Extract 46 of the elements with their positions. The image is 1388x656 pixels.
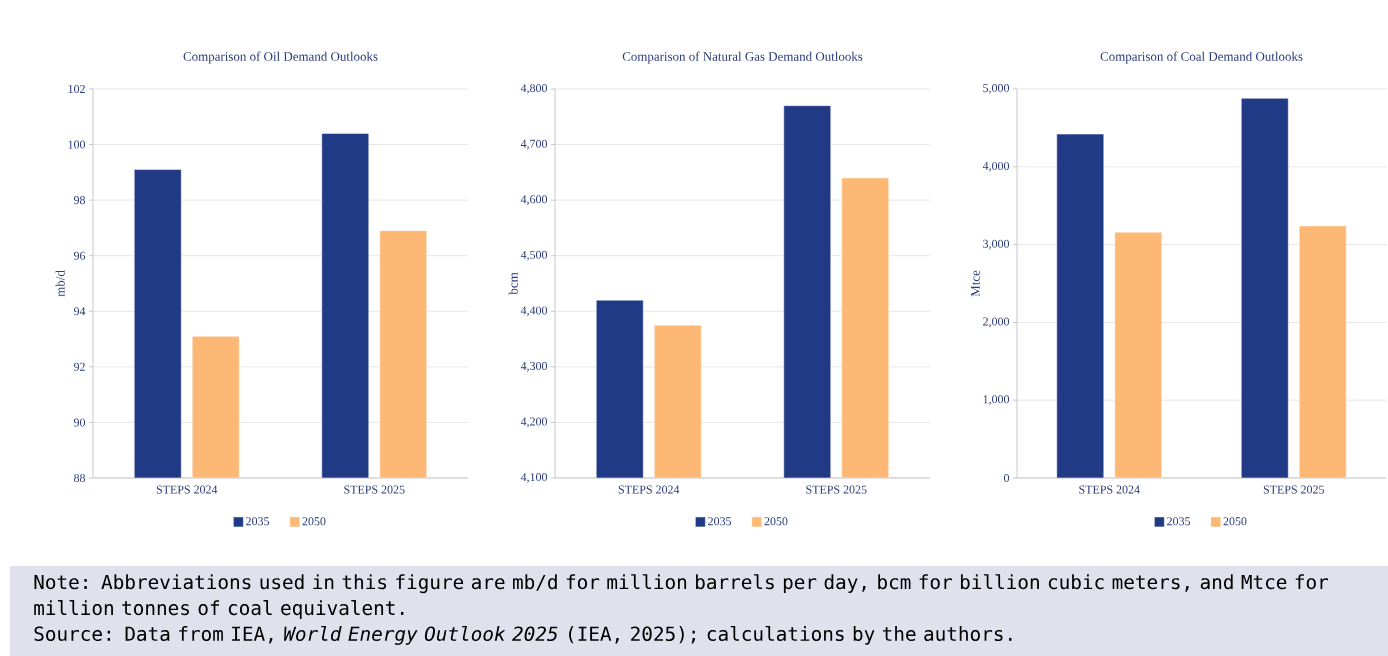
y-tick-label: 5,000	[983, 84, 1010, 94]
chart-title: Comparison of Oil Demand Outlooks	[183, 51, 378, 64]
y-tick-label: 2,000	[983, 317, 1010, 328]
y-tick-label: 4,200	[520, 417, 548, 428]
legend-label: 2050	[764, 517, 788, 526]
text: Note: Abbreviations used in this figure are mb/d for million barrels per day, bcm for billion cubic meters, and Mtce for million tonnes of coal equivalent.	[34, 574, 1329, 619]
y-tick-label: 94	[73, 307, 86, 316]
x-tick-label: STEPS 2024	[156, 485, 218, 494]
bar	[1056, 133, 1105, 478]
bar	[1299, 225, 1347, 478]
x-tick-label: STEPS 2025	[806, 485, 867, 494]
y-axis-title: Mtce	[971, 270, 980, 297]
source-note: Source: Data from IEA, World Energy Outlook 2025 (IEA, 2025); calculations by the authors.	[34, 626, 1012, 645]
y-axis-title: mb/d	[55, 270, 65, 297]
y-tick-label: 1,000	[983, 395, 1010, 406]
y-tick-label: 4,000	[982, 161, 1010, 172]
y-tick-label: 4,100	[520, 473, 548, 483]
bar	[1114, 231, 1163, 478]
chart-title: Comparison of Natural Gas Demand Outlooks	[622, 51, 863, 64]
y-tick-label: 4,700	[520, 139, 548, 150]
x-tick-label: STEPS 2024	[618, 485, 680, 494]
y-tick-label: 96	[73, 251, 86, 260]
legend-label: 2050	[302, 517, 326, 526]
x-tick-label: STEPS 2025	[1263, 485, 1325, 494]
y-tick-label: 4,800	[520, 84, 548, 94]
y-tick-label: 4,600	[520, 195, 548, 206]
x-tick-label: STEPS 2025	[344, 485, 405, 494]
chart-title: Comparison of Coal Demand Outlooks	[1100, 51, 1303, 64]
y-tick-label: 102	[68, 84, 85, 94]
legend-label: 2035	[246, 517, 270, 526]
y-tick-label: 3,000	[983, 239, 1010, 250]
y-tick-label: 4,400	[520, 306, 548, 317]
y-tick-label: 88	[73, 473, 86, 483]
legend-label: 2035	[1167, 517, 1191, 526]
bar	[1241, 98, 1289, 478]
y-tick-label: 4,300	[520, 361, 548, 372]
y-axis-title: bcm	[508, 272, 518, 295]
y-tick-label: 4,500	[520, 250, 548, 261]
x-tick-label: STEPS 2024	[1079, 485, 1140, 494]
y-tick-label: 90	[73, 418, 86, 427]
legend-label: 2035	[708, 517, 732, 526]
y-tick-label: 0	[1003, 473, 1010, 483]
y-tick-label: 98	[73, 196, 86, 205]
y-tick-label: 100	[68, 140, 86, 149]
legend-label: 2050	[1223, 517, 1247, 526]
y-tick-label: 92	[73, 362, 85, 371]
